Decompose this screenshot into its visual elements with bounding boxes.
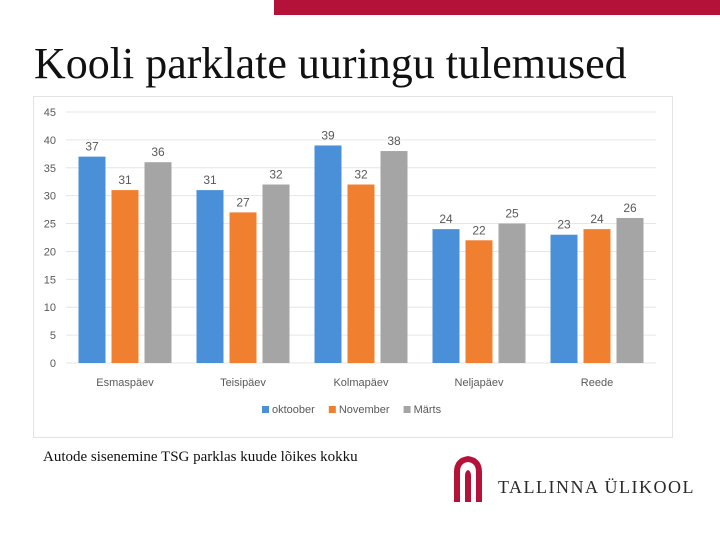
- chart-frame: 0 5 10 15 20 25 30 35 40 45 37 31 36 Esmaspäev 31 27 32 T…: [33, 96, 673, 438]
- legend-label: November: [339, 404, 390, 416]
- data-label: 39: [321, 128, 335, 142]
- data-label: 36: [151, 145, 165, 159]
- data-label: 23: [557, 218, 571, 232]
- data-label: 32: [269, 168, 283, 182]
- logo-wordmark: TALLINNA ÜLIKOOL: [498, 477, 696, 497]
- chart-caption: Autode sisenemine TSG parklas kuude lõik…: [43, 449, 358, 465]
- bar: [347, 184, 375, 363]
- data-label: 32: [354, 168, 368, 182]
- legend-swatch: [328, 406, 336, 413]
- data-label: 24: [439, 212, 453, 226]
- data-label: 24: [590, 212, 604, 226]
- x-tick-label: Reede: [581, 377, 613, 389]
- x-tick-label: Teisipäev: [220, 377, 266, 389]
- y-tick-label: 0: [50, 358, 56, 370]
- bar: [380, 151, 408, 363]
- bar-chart: 0 5 10 15 20 25 30 35 40 45 37 31 36 Esmaspäev 31 27 32 T…: [44, 107, 656, 416]
- bar: [196, 190, 224, 363]
- data-label: 25: [505, 207, 519, 221]
- data-label: 31: [118, 173, 132, 187]
- legend-swatch: [262, 406, 269, 413]
- y-tick-label: 45: [44, 107, 56, 119]
- x-tick-label: Kolmapäev: [333, 377, 389, 389]
- data-label: 37: [85, 140, 99, 154]
- bar: [465, 240, 493, 363]
- bar: [314, 145, 342, 363]
- university-logo: TALLINNA ÜLIKOOL: [448, 452, 698, 508]
- bar: [229, 212, 257, 363]
- university-emblem-icon: [454, 456, 482, 502]
- bar: [144, 162, 172, 363]
- slide-title: Kooli parklate uuringu tulemused: [34, 39, 627, 88]
- x-tick-label: Esmaspäev: [96, 377, 154, 389]
- legend-label: oktoober: [272, 404, 315, 416]
- legend-swatch: [403, 406, 411, 413]
- bar: [78, 156, 106, 363]
- data-label: 26: [623, 201, 637, 215]
- x-tick-label: Neljapäev: [455, 377, 504, 389]
- y-tick-label: 10: [44, 302, 56, 314]
- bar: [550, 234, 578, 363]
- y-tick-label: 25: [44, 219, 56, 231]
- data-label: 38: [387, 134, 401, 148]
- bar: [498, 223, 526, 363]
- legend-label: Märts: [414, 404, 442, 416]
- y-tick-label: 30: [44, 191, 56, 203]
- bar: [583, 229, 611, 363]
- bar: [262, 184, 290, 363]
- bar: [432, 229, 460, 363]
- y-tick-label: 5: [50, 330, 56, 342]
- y-tick-label: 15: [44, 274, 56, 286]
- y-tick-label: 35: [44, 163, 56, 175]
- y-tick-label: 40: [44, 135, 56, 147]
- data-label: 22: [472, 223, 486, 237]
- bar: [111, 190, 139, 363]
- top-accent-bar: [274, 0, 720, 15]
- data-label: 27: [236, 195, 250, 209]
- y-tick-label: 20: [44, 246, 56, 258]
- data-label: 31: [203, 173, 217, 187]
- bar: [616, 217, 644, 363]
